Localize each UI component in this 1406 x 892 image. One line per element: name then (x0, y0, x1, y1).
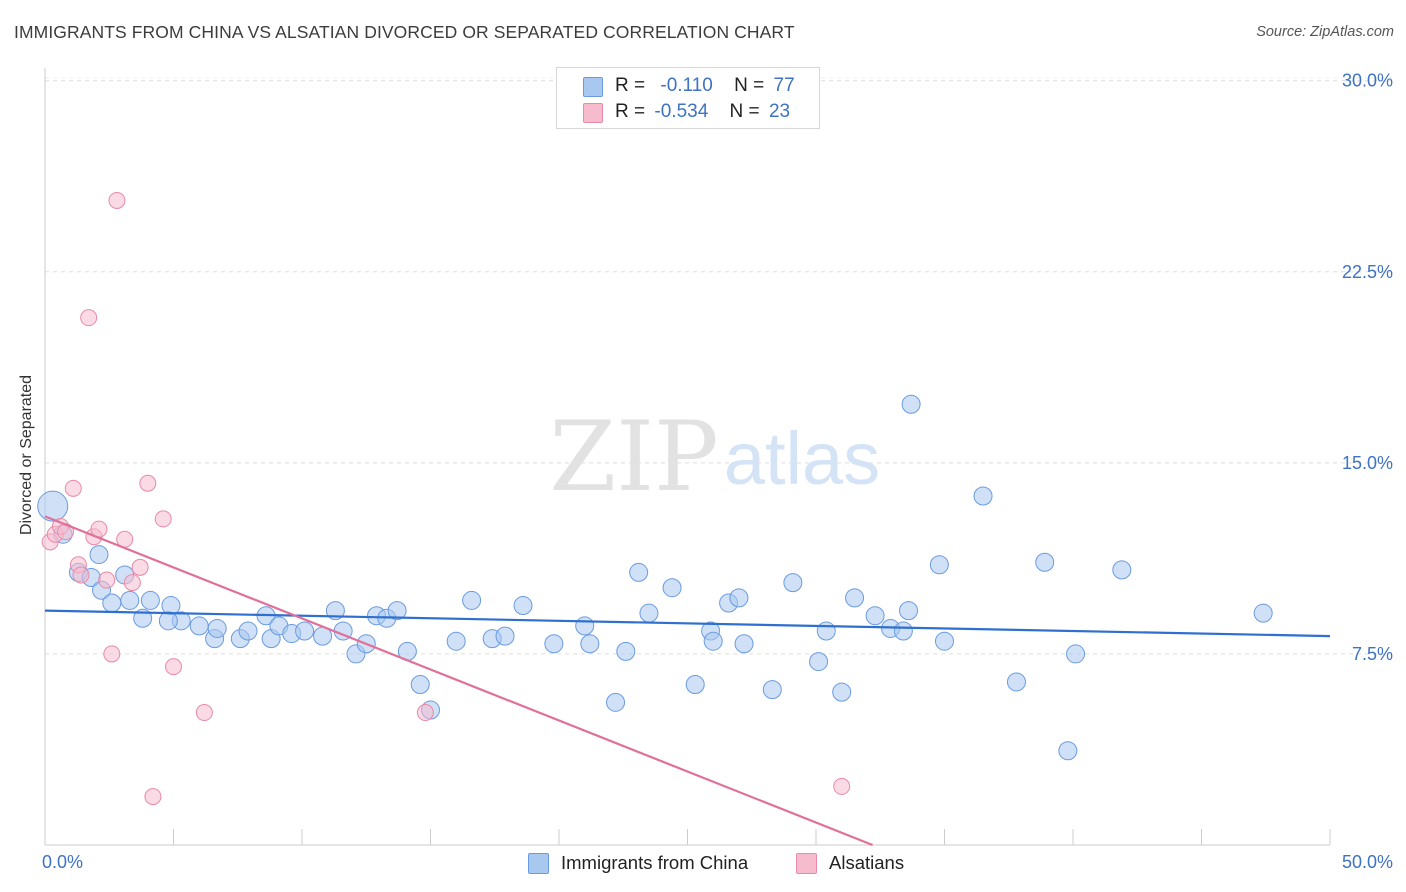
alsatian-point (123, 574, 141, 592)
y-tick-label: 7.5% (1352, 644, 1393, 664)
chart-title: IMMIGRANTS FROM CHINA VS ALSATIAN DIVORC… (14, 22, 795, 42)
china-point (729, 588, 749, 608)
alsatian-point (131, 558, 149, 576)
legend-n-label: N = (729, 101, 760, 122)
china-point (935, 631, 954, 651)
alsatian-point (103, 645, 121, 663)
china-point (734, 634, 754, 654)
china-point (845, 588, 865, 608)
china-point (189, 616, 209, 636)
legend-n-label: N = (734, 75, 765, 96)
legend-label-alsatians: Alsatians (829, 852, 905, 873)
china-point (703, 631, 723, 651)
china-point (580, 634, 600, 654)
china-point (544, 634, 564, 654)
china-point (238, 621, 258, 641)
china-point (901, 394, 921, 414)
correlation-legend: R = -0.110 N = 77 R = -0.534 N = 23 (556, 67, 820, 129)
china-point (893, 621, 913, 641)
china-point (685, 675, 705, 695)
china-point (140, 590, 160, 610)
y-tick-label: 30.0% (1342, 71, 1393, 91)
china-point (133, 608, 153, 628)
legend-n-value: 77 (773, 75, 795, 96)
china-point (1006, 672, 1026, 692)
china-point (762, 680, 782, 700)
china-point (387, 601, 407, 621)
china-point (325, 601, 345, 621)
china-point (783, 573, 803, 593)
legend-r-label: R = (615, 101, 646, 122)
alsatian-point (98, 571, 116, 589)
alsatian-point (80, 309, 98, 327)
legend-swatch-china (528, 853, 549, 874)
legend-r-value: -0.110 (660, 75, 713, 96)
legend-swatch-alsatians (796, 853, 817, 874)
china-point (495, 626, 515, 646)
china-point (158, 611, 178, 631)
legend-r-label: R = (615, 75, 646, 96)
china-point (575, 616, 595, 636)
alsatian-point (72, 566, 90, 584)
china-point (37, 490, 69, 522)
china-point (639, 603, 659, 623)
legend-n-value: 23 (768, 101, 791, 122)
china-point (120, 590, 140, 610)
china-point (973, 486, 993, 506)
china-point (616, 641, 636, 661)
alsatian-point (416, 704, 434, 722)
china-point (410, 675, 430, 695)
legend-swatch-china (583, 77, 603, 97)
legend-swatch-alsatians (583, 103, 603, 123)
alsatian-point (139, 474, 157, 492)
watermark-atlas: atlas (724, 417, 880, 500)
china-point (446, 631, 466, 651)
y-tick-label: 22.5% (1342, 262, 1393, 282)
alsatian-point (144, 788, 162, 806)
china-point (1035, 552, 1055, 572)
china-point (899, 601, 919, 621)
china-point (865, 606, 885, 626)
china-point (207, 618, 227, 638)
china-point (606, 692, 626, 712)
china-point (832, 682, 852, 702)
china-point (462, 590, 482, 610)
alsatian-point (108, 191, 126, 209)
china-point (809, 652, 829, 672)
alsatian-point (165, 658, 182, 676)
x-tick-max: 50.0% (1341, 852, 1393, 872)
china-point (929, 555, 949, 575)
watermark-zip: ZIP (549, 401, 718, 513)
legend-r-value: -0.534 (654, 101, 709, 122)
china-point (1253, 603, 1273, 623)
china-point (816, 621, 836, 641)
china-point (1058, 741, 1078, 761)
alsatian-point (154, 510, 172, 528)
x-tick-min: 0.0% (42, 852, 84, 872)
china-trend-line (44, 609, 1331, 638)
china-point (513, 596, 533, 616)
china-point (1066, 644, 1086, 664)
china-point (89, 545, 109, 565)
alsatian-point (195, 704, 213, 722)
china-point (1112, 560, 1132, 580)
china-point (629, 562, 649, 582)
china-point (102, 593, 122, 613)
source-label: Source: ZipAtlas.com (1256, 24, 1394, 40)
china-point (295, 621, 315, 641)
china-point (662, 578, 682, 598)
alsatian-trend-line (44, 515, 873, 847)
legend-label-china: Immigrants from China (561, 852, 749, 873)
alsatian-point (833, 777, 851, 795)
y-tick-label: 15.0% (1342, 453, 1393, 473)
alsatian-point (64, 479, 82, 497)
